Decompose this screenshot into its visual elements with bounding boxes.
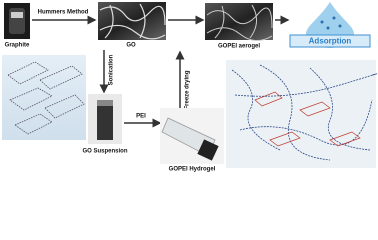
suspension-label: GO Suspension: [82, 149, 127, 155]
suspension-image: [88, 94, 122, 144]
hydrogel-label: GOPEI Hydrogel: [169, 167, 216, 173]
hummers-label: Hummers Method: [38, 10, 89, 16]
hydrogel-image: [160, 108, 224, 164]
pei-label: PEI: [136, 114, 146, 120]
adsorption-icon: [289, 2, 371, 48]
sonication-label: Sonication: [109, 54, 115, 85]
go-sheets-panel: [2, 55, 86, 140]
aerogel-image: [205, 3, 273, 41]
freeze-label: Freeze drying: [185, 70, 191, 109]
aerogel-label: GOPEI aerogel: [218, 44, 260, 50]
graphite-image: [4, 3, 30, 39]
go-label: GO: [126, 43, 136, 49]
adsorption-label: Adsorption: [309, 37, 352, 46]
go-image: [98, 2, 166, 40]
diagram: Graphite Hummers Method GO GOPEI aerogel…: [2, 2, 378, 173]
graphite-label: Graphite: [5, 43, 30, 49]
network-panel: [226, 60, 378, 168]
